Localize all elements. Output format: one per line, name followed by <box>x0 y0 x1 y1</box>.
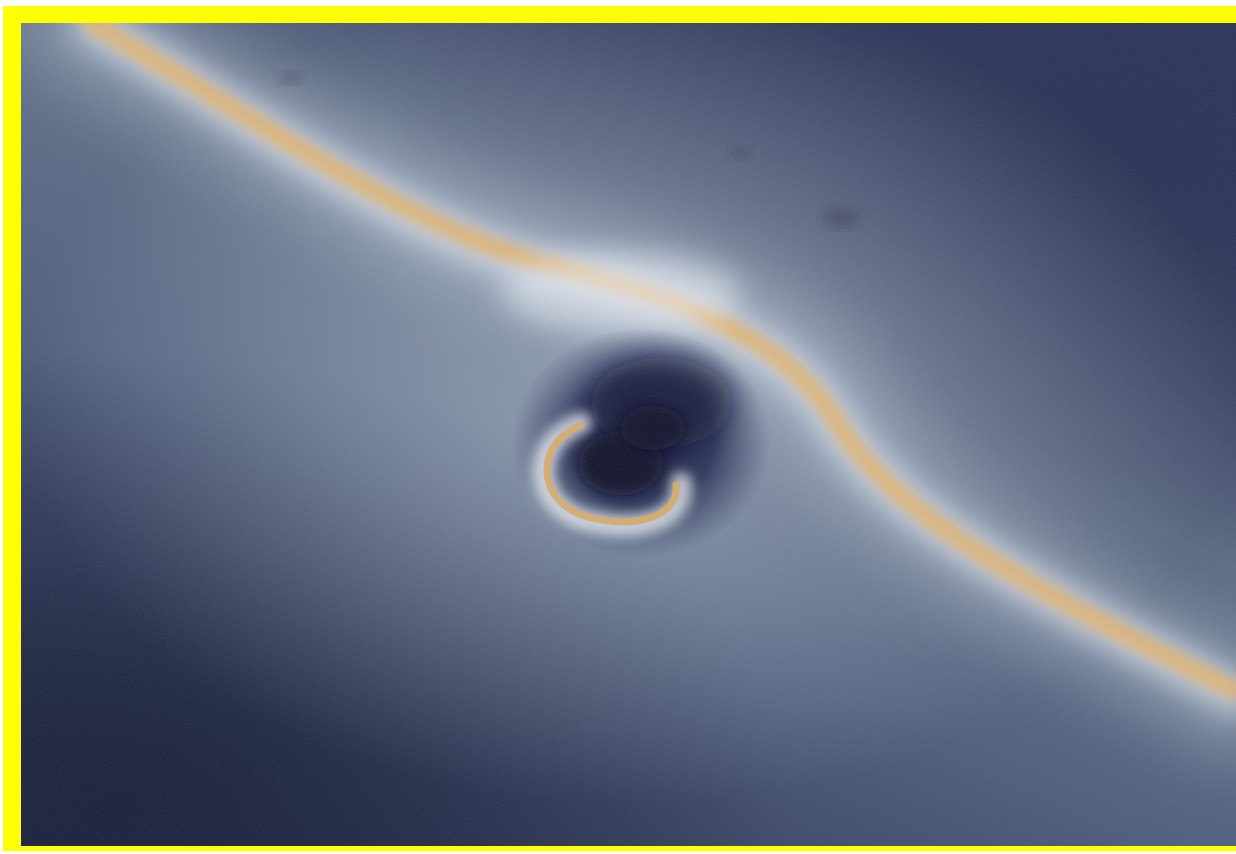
black-hole-lensing-photo <box>21 23 1236 846</box>
photo-art <box>21 23 1236 846</box>
